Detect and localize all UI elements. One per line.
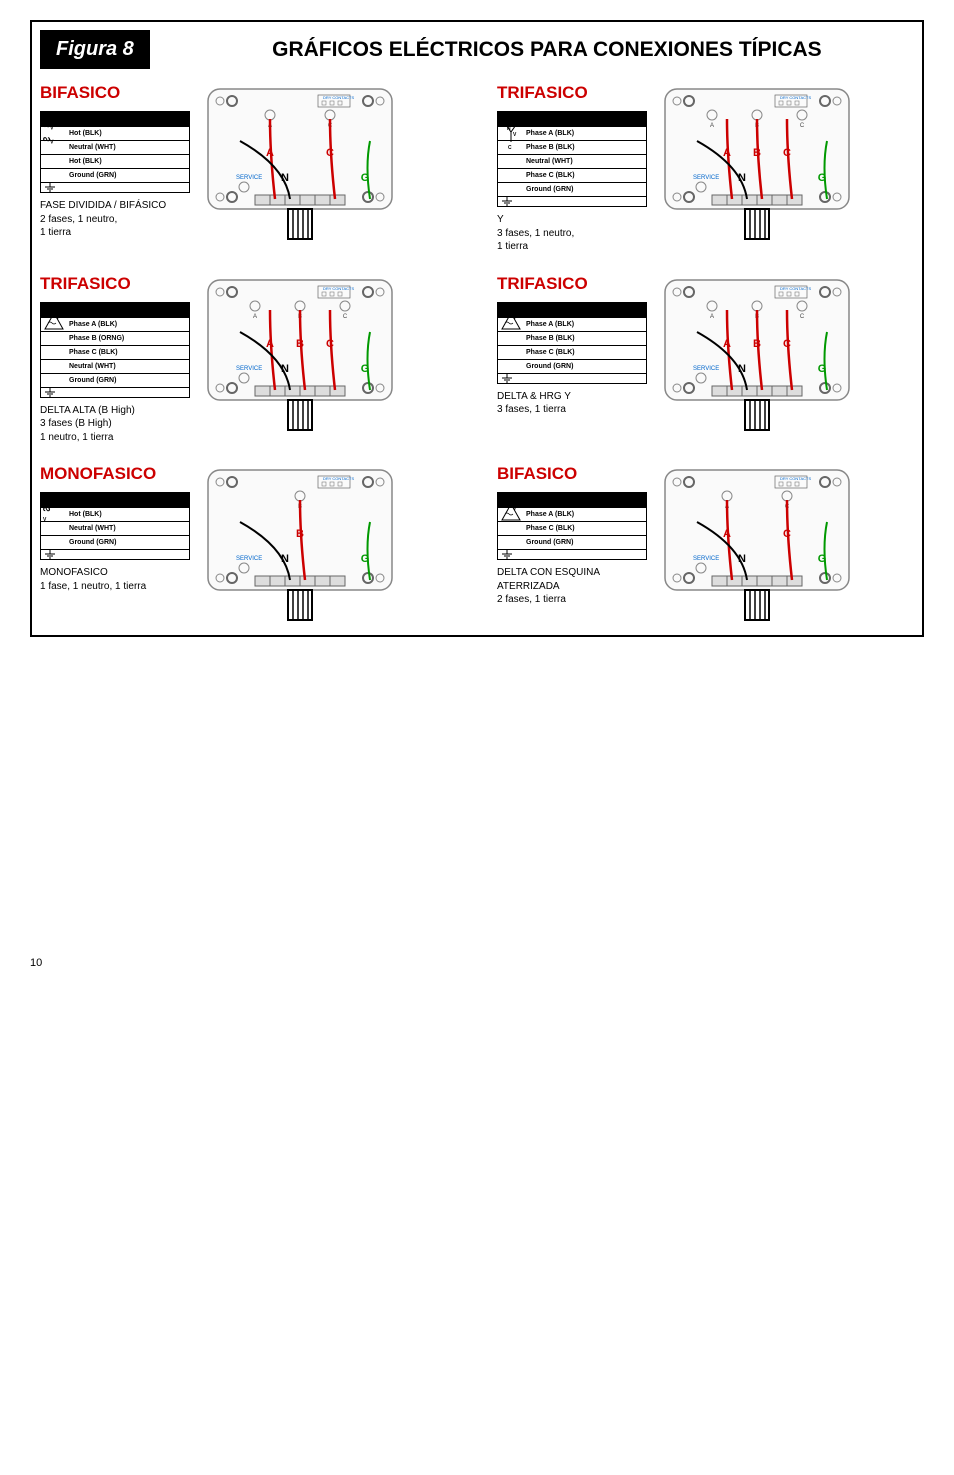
wiring-block: MONOFASICO ᔓVHot (BLK)Neutral (WHT)Groun… [40,462,457,627]
terminal-strip: ᔓVᔓVHot (BLK)Neutral (WHT)Hot (BLK)Groun… [40,111,190,193]
svg-text:G: G [361,553,370,565]
block-title: TRIFASICO [497,272,647,296]
svg-text:N: N [281,172,289,184]
svg-text:V: V [513,315,517,321]
svg-text:A: A [723,338,731,350]
svg-text:DRY CONTACTS: DRY CONTACTS [780,95,811,100]
block-title: MONOFASICO [40,462,190,486]
svg-text:C: C [343,314,348,320]
svg-text:G: G [818,363,827,375]
svg-text:B: B [753,147,761,159]
block-title: BIFASICO [497,462,647,486]
svg-text:SERVICE: SERVICE [693,556,719,562]
svg-text:G: G [361,172,370,184]
wiring-module: DRY CONTACTS ABC SERVICE ABCNG [200,272,400,432]
wiring-block: BIFASICO VPhase A (BLK)Phase C (BLK)Grou… [497,462,914,627]
svg-text:G: G [818,172,827,184]
svg-text:DRY CONTACTS: DRY CONTACTS [780,476,811,481]
svg-text:B: B [296,528,304,540]
svg-text:A: A [253,314,257,320]
svg-text:A: A [502,118,506,124]
terminal-strip: ABNVCPhase A (BLK)Phase B (BLK)Neutral (… [497,111,647,207]
block-title: BIFASICO [40,81,190,105]
block-caption: Y3 fases, 1 neutro,1 tierra [497,213,647,254]
svg-text:A: A [710,123,714,129]
svg-text:A: A [266,338,274,350]
page-number: 10 [30,957,924,969]
svg-text:SERVICE: SERVICE [236,366,262,372]
svg-text:SERVICE: SERVICE [693,366,719,372]
svg-text:N: N [738,363,746,375]
wiring-module: DRY CONTACTS ABC SERVICE ABCNG [657,272,857,432]
svg-text:G: G [818,553,827,565]
svg-text:A: A [723,147,731,159]
svg-text:C: C [326,338,334,350]
svg-text:V: V [513,506,517,512]
svg-text:DRY CONTACTS: DRY CONTACTS [323,286,354,291]
svg-text:SERVICE: SERVICE [693,175,719,181]
svg-text:C: C [800,314,805,320]
wiring-module: DRY CONTACTS ABC SERVICE ABCNG [657,81,857,241]
block-title: TRIFASICO [40,272,190,296]
terminal-strip: VPhase A (BLK)Phase C (BLK)Ground (GRN) [497,492,647,560]
svg-text:DRY CONTACTS: DRY CONTACTS [323,95,354,100]
block-caption: FASE DIVIDIDA / BIFÁSICO2 fases, 1 neutr… [40,199,190,240]
svg-text:A: A [723,528,731,540]
block-caption: DELTA CON ESQUINA ATERRIZADA2 fases, 1 t… [497,566,647,607]
terminal-strip: VPhase A (BLK)Phase B (BLK)Phase C (BLK)… [497,302,647,384]
svg-text:G: G [361,363,370,375]
block-caption: DELTA ALTA (B High)3 fases (B High)1 neu… [40,404,190,445]
terminal-strip: VPhase A (BLK)Phase B (ORNG)Phase C (BLK… [40,302,190,398]
svg-text:N: N [281,363,289,375]
svg-text:A: A [266,147,274,159]
svg-text:C: C [783,338,791,350]
block-caption: DELTA & HRG Y3 fases, 1 tierra [497,390,647,417]
svg-text:V: V [513,132,517,138]
wiring-block: TRIFASICO ABNVCPhase A (BLK)Phase B (BLK… [497,81,914,254]
svg-text:N: N [738,553,746,565]
wiring-block: TRIFASICO VPhase A (BLK)Phase B (BLK)Pha… [497,272,914,445]
svg-text:V: V [56,315,60,321]
svg-text:SERVICE: SERVICE [236,556,262,562]
svg-text:C: C [783,528,791,540]
svg-text:N: N [738,172,746,184]
figura-badge: Figura 8 [40,30,150,69]
svg-text:SERVICE: SERVICE [236,175,262,181]
svg-text:C: C [326,147,334,159]
block-title: TRIFASICO [497,81,647,105]
svg-text:N: N [281,553,289,565]
svg-text:B: B [753,338,761,350]
wiring-module: DRY CONTACTS AC SERVICE ACNG [657,462,857,622]
wiring-block: TRIFASICO VPhase A (BLK)Phase B (ORNG)Ph… [40,272,457,445]
block-caption: MONOFASICO1 fase, 1 neutro, 1 tierra [40,566,190,593]
svg-text:C: C [800,123,805,129]
svg-text:C: C [783,147,791,159]
svg-text:DRY CONTACTS: DRY CONTACTS [323,476,354,481]
svg-text:A: A [710,314,714,320]
svg-text:N: N [507,126,511,132]
wiring-block: BIFASICO ᔓVᔓVHot (BLK)Neutral (WHT)Hot (… [40,81,457,254]
svg-text:B: B [296,338,304,350]
svg-text:DRY CONTACTS: DRY CONTACTS [780,286,811,291]
wiring-module: DRY CONTACTS B SERVICE BNG [200,462,400,622]
terminal-strip: ᔓVHot (BLK)Neutral (WHT)Ground (GRN) [40,492,190,560]
main-title: GRÁFICOS ELÉCTRICOS PARA CONEXIONES TÍPI… [180,38,914,62]
wiring-module: DRY CONTACTS AC SERVICE ACNG [200,81,400,241]
